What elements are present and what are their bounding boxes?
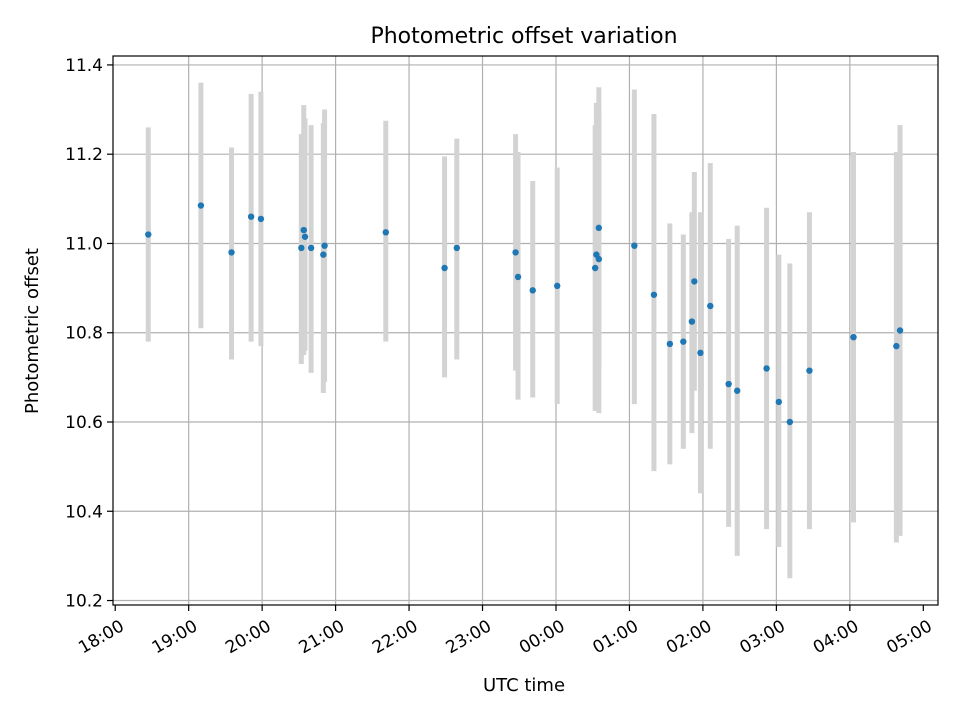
data-point	[733, 387, 741, 394]
data-point	[763, 365, 770, 372]
data-point	[786, 418, 794, 426]
data-point	[307, 244, 315, 252]
data-point	[529, 287, 536, 294]
data-point	[591, 264, 599, 272]
y-tick-label: 10.6	[65, 413, 103, 433]
data-point	[893, 342, 900, 350]
y-tick-label: 11.4	[65, 56, 103, 76]
y-tick-label: 10.4	[65, 502, 103, 522]
data-point	[697, 349, 704, 357]
x-tick-label: 19:00	[149, 616, 201, 658]
y-axis-label: Photometric offset	[22, 248, 43, 414]
x-tick-label: 03:00	[736, 616, 788, 658]
data-point	[382, 229, 389, 236]
error-bars	[145, 82, 903, 579]
data-point	[850, 333, 857, 341]
data-point	[453, 244, 461, 252]
data-point	[320, 251, 327, 258]
data-point	[595, 255, 603, 263]
data-point	[441, 264, 448, 272]
data-point	[806, 367, 813, 374]
plot-frame	[112, 55, 939, 606]
data-point	[512, 249, 519, 256]
data-point	[775, 398, 783, 406]
x-tick-label: 20:00	[222, 616, 274, 658]
data-point	[896, 327, 904, 334]
y-tick-label: 10.8	[65, 324, 103, 344]
y-tick-label: 11.0	[65, 234, 103, 254]
data-point	[298, 244, 305, 252]
data-point	[554, 282, 561, 290]
data-point	[300, 226, 307, 234]
data-point	[145, 231, 152, 238]
data-point	[691, 278, 698, 285]
x-tick-label: 05:00	[883, 616, 935, 658]
data-point	[631, 242, 638, 249]
y-tick-label: 10.2	[65, 592, 103, 612]
data-point	[257, 215, 265, 223]
data-point	[666, 340, 674, 348]
y-axis-ticks: 10.2 10.4 10.6 10.8 11.0 11.2 11.4	[65, 56, 113, 612]
data-point	[650, 291, 658, 298]
x-tick-label: 04:00	[810, 616, 862, 658]
data-point	[197, 202, 205, 209]
x-tick-label: 18:00	[75, 616, 127, 658]
data-point	[688, 318, 696, 325]
data-point	[680, 338, 687, 345]
x-tick-label: 23:00	[443, 616, 495, 658]
data-point	[247, 213, 255, 220]
y-tick-label: 11.2	[65, 145, 103, 165]
data-point	[301, 233, 309, 240]
data-point	[707, 302, 714, 310]
grid	[113, 56, 938, 605]
data-points	[145, 202, 904, 426]
x-tick-label: 22:00	[369, 616, 421, 658]
data-point	[321, 242, 328, 249]
x-tick-label: 02:00	[663, 616, 715, 658]
data-point	[228, 249, 235, 256]
x-tick-label: 00:00	[516, 616, 568, 658]
data-point	[514, 273, 522, 281]
chart-title: Photometric offset variation	[370, 24, 677, 49]
x-axis-label: UTC time	[483, 675, 565, 696]
x-tick-label: 01:00	[590, 616, 642, 658]
x-tick-label: 21:00	[296, 616, 348, 658]
data-point	[595, 224, 603, 232]
data-point	[725, 380, 732, 388]
x-axis-ticks: 18:00 19:00 20:00 21:00 22:00 23:00 00:00 01:00…	[75, 605, 936, 658]
